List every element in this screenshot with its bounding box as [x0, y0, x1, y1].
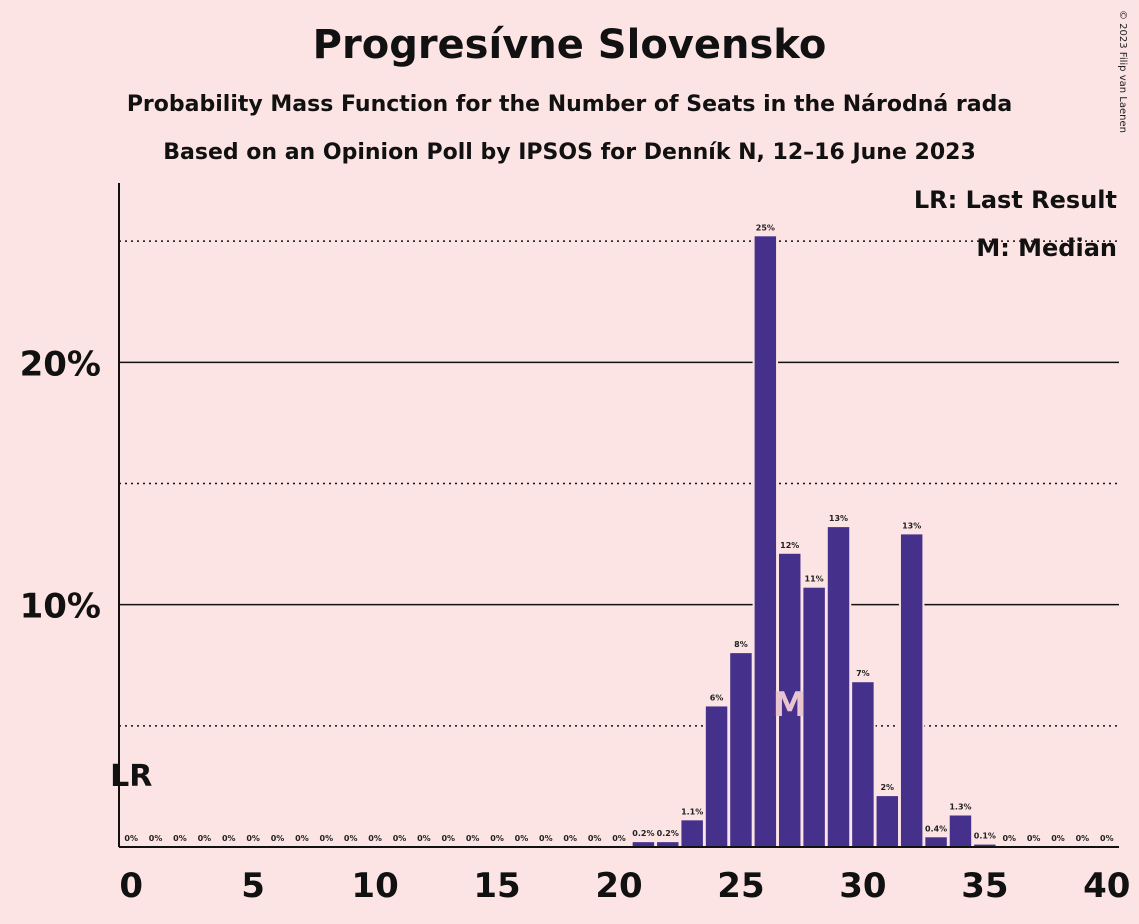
data-label: 0%	[539, 834, 553, 843]
x-tick-label: 30	[839, 866, 886, 906]
data-label: 0%	[1051, 834, 1065, 843]
data-label: 0.1%	[974, 832, 996, 841]
chart-source-line: Based on an Opinion Poll by IPSOS for De…	[163, 140, 976, 165]
data-label: 0%	[490, 834, 504, 843]
data-label: 0%	[344, 834, 358, 843]
bar-seat-30	[852, 682, 874, 847]
data-label: 2%	[880, 783, 894, 792]
bar-seat-22	[657, 842, 679, 847]
data-label: 11%	[805, 575, 824, 584]
data-label: 7%	[856, 669, 870, 678]
y-tick-label: 10%	[20, 587, 101, 627]
data-label: 1.1%	[681, 807, 703, 816]
bar-seat-25	[730, 653, 752, 847]
bar-seat-27	[779, 553, 801, 847]
data-label: 0%	[515, 834, 529, 843]
bar-seat-26	[754, 236, 777, 848]
data-label: 13%	[902, 521, 921, 530]
data-label: 0.2%	[632, 829, 654, 838]
data-label: 0%	[393, 834, 407, 843]
x-tick-label: 20	[595, 866, 642, 906]
data-label: 0%	[466, 834, 480, 843]
bar-seat-28	[803, 587, 825, 847]
bar-seat-33	[925, 837, 947, 847]
x-tick-label: 10	[351, 866, 398, 906]
bar-seat-34	[949, 815, 972, 847]
data-label: 13%	[829, 514, 848, 523]
data-label: 0.4%	[925, 824, 947, 833]
median-marker: M	[773, 685, 807, 725]
x-tick-label: 0	[119, 866, 143, 906]
data-label: 0%	[320, 834, 334, 843]
bar-seat-32	[900, 534, 923, 847]
data-label: 0%	[173, 834, 187, 843]
data-label: 12%	[780, 541, 799, 550]
data-label: 0%	[441, 834, 455, 843]
x-tick-label: 5	[241, 866, 265, 906]
legend-last-result: LR: Last Result	[913, 186, 1117, 214]
data-label: 0%	[417, 834, 431, 843]
data-label: 8%	[734, 640, 748, 649]
data-label: 0%	[368, 834, 382, 843]
data-label: 0%	[1100, 834, 1114, 843]
bar-seat-29	[827, 527, 850, 847]
data-label: 0%	[1076, 834, 1090, 843]
chart-subtitle: Probability Mass Function for the Number…	[126, 92, 1013, 117]
bar-seat-21	[632, 842, 655, 847]
data-label: 0%	[222, 834, 236, 843]
data-label: 0%	[246, 834, 260, 843]
chart-title: Progresívne Slovensko	[312, 22, 827, 68]
legend-median: M: Median	[976, 234, 1117, 262]
x-tick-label: 35	[961, 866, 1008, 906]
x-tick-label: 15	[473, 866, 520, 906]
x-tick-label: 25	[717, 866, 764, 906]
data-label: 25%	[756, 223, 775, 232]
data-label: 0.2%	[657, 829, 679, 838]
bar-seat-31	[876, 796, 899, 847]
data-label: 0%	[1002, 834, 1016, 843]
bar-seat-24	[705, 706, 728, 847]
y-tick-label: 20%	[20, 344, 101, 384]
last-result-marker: LR	[110, 759, 152, 794]
data-label: 0%	[295, 834, 309, 843]
bar-seat-35	[974, 844, 996, 847]
bar-seat-23	[681, 820, 703, 847]
data-label: 0%	[612, 834, 626, 843]
data-label: 0%	[271, 834, 285, 843]
data-label: 0%	[149, 834, 163, 843]
data-label: 0%	[563, 834, 577, 843]
data-label: 6%	[710, 693, 724, 702]
data-label: 0%	[1027, 834, 1041, 843]
data-label: 0%	[198, 834, 212, 843]
copyright-note: © 2023 Filip van Laenen	[1117, 10, 1128, 133]
x-tick-label: 40	[1083, 866, 1130, 906]
data-label: 1.3%	[949, 802, 971, 811]
data-label: 0%	[124, 834, 138, 843]
data-label: 0%	[588, 834, 602, 843]
